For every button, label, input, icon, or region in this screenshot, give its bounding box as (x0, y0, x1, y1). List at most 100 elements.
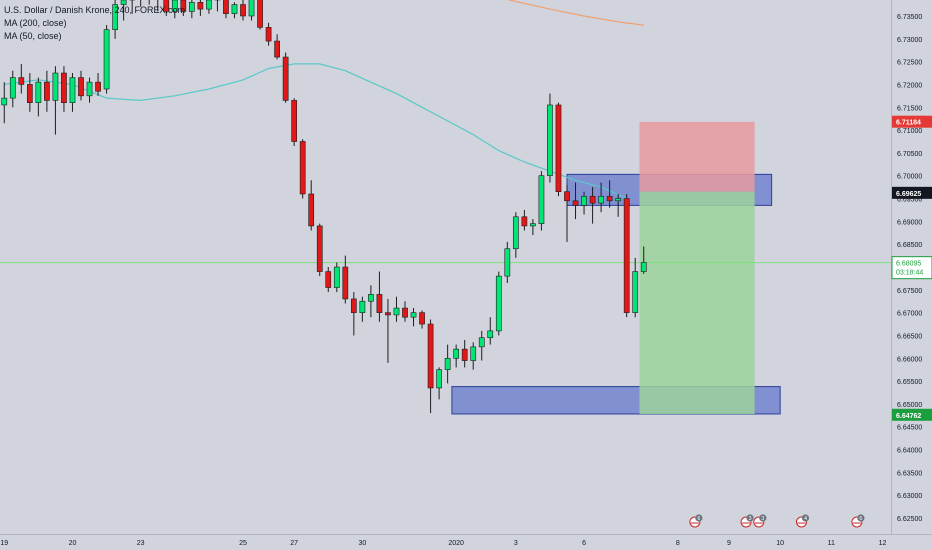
candle[interactable] (504, 241, 511, 283)
candle[interactable] (615, 193, 622, 217)
candle[interactable] (376, 271, 383, 322)
candle[interactable] (444, 344, 451, 384)
candle[interactable] (632, 257, 639, 318)
candle[interactable] (171, 0, 178, 19)
candle[interactable] (478, 330, 485, 361)
candle[interactable] (640, 246, 647, 274)
candle[interactable] (581, 191, 587, 215)
candle[interactable] (316, 223, 323, 277)
candle[interactable] (35, 77, 42, 117)
candle[interactable] (436, 367, 442, 400)
candle[interactable] (538, 171, 545, 231)
candle[interactable] (564, 184, 570, 242)
ma50-line[interactable] (4, 63, 627, 200)
candle[interactable] (274, 34, 280, 60)
candle[interactable] (188, 0, 195, 19)
candle[interactable] (606, 180, 613, 208)
candle[interactable] (359, 296, 366, 322)
time-axis[interactable]: 19 20 23 25 27 30 2020 3 6 8 9 10 11 12 (0, 534, 932, 548)
candle[interactable] (248, 0, 255, 21)
candle[interactable] (342, 255, 349, 304)
candle[interactable] (78, 70, 84, 101)
candle[interactable] (223, 0, 229, 19)
price-tag[interactable]: 6.68095 03:18:44 (891, 256, 932, 280)
bullish-candle-body (581, 195, 587, 206)
candle[interactable] (410, 308, 417, 327)
candle[interactable] (282, 52, 289, 103)
price-tag[interactable]: 6.69625 (892, 186, 932, 199)
candle[interactable] (52, 66, 59, 135)
candle[interactable] (385, 298, 391, 363)
candle[interactable] (18, 63, 25, 94)
candle[interactable] (86, 77, 93, 103)
ma200-line[interactable] (448, 0, 644, 26)
candle[interactable] (495, 271, 502, 336)
candle[interactable] (206, 0, 212, 14)
candle[interactable] (402, 301, 408, 322)
candle[interactable] (120, 0, 127, 21)
candle[interactable] (350, 292, 357, 336)
candle[interactable] (427, 319, 434, 414)
candle[interactable] (547, 93, 553, 183)
candle[interactable] (95, 73, 101, 96)
candle[interactable] (155, 0, 160, 12)
ma50-legend[interactable]: MA (50, close) (4, 31, 62, 41)
candle[interactable] (623, 193, 630, 318)
candle[interactable] (103, 25, 110, 94)
candle[interactable] (163, 0, 170, 16)
price-tick-label: 6.73500 (897, 14, 922, 21)
candle[interactable] (598, 182, 604, 213)
candle[interactable] (512, 212, 519, 258)
candle[interactable] (180, 0, 187, 16)
candle[interactable] (521, 209, 528, 231)
candle[interactable] (453, 344, 460, 368)
candle[interactable] (240, 0, 246, 21)
candle[interactable] (291, 98, 298, 147)
candle[interactable] (333, 262, 340, 293)
candle[interactable] (44, 70, 50, 112)
event-marker[interactable]: 6 (851, 514, 865, 528)
candle[interactable] (299, 139, 306, 199)
event-marker[interactable]: 3 (740, 514, 754, 528)
bearish-candle-body (299, 141, 306, 195)
candle[interactable] (572, 182, 579, 220)
candle[interactable] (393, 296, 400, 322)
candle[interactable] (197, 0, 204, 16)
event-marker[interactable]: 3 (753, 514, 767, 528)
candle[interactable] (138, 0, 143, 7)
candle[interactable] (69, 73, 76, 112)
candle[interactable] (257, 0, 263, 30)
candle[interactable] (308, 180, 315, 231)
ma200-legend[interactable]: MA (200, close) (4, 18, 67, 28)
candle[interactable] (26, 73, 33, 112)
event-marker[interactable]: 4 (795, 514, 810, 528)
candle[interactable] (231, 2, 238, 19)
symbol-title[interactable]: U.S. Dollar / Danish Krone, 240, FOREX.c… (4, 5, 186, 15)
candle[interactable] (589, 187, 596, 224)
price-tag[interactable]: 6.71184 (892, 115, 932, 128)
candle[interactable] (530, 219, 536, 236)
candle[interactable] (129, 0, 136, 14)
candle[interactable] (368, 285, 374, 318)
candle[interactable] (9, 70, 16, 108)
bearish-candle-body (419, 312, 425, 325)
bullish-candle-body (538, 175, 545, 224)
price-tag[interactable]: 6.64762 (892, 408, 932, 421)
candle[interactable] (325, 267, 332, 293)
reward-zone[interactable] (639, 191, 755, 414)
candle[interactable] (265, 22, 272, 46)
candle[interactable] (470, 342, 477, 370)
risk-zone[interactable] (639, 121, 755, 192)
candle[interactable] (147, 0, 152, 5)
candle[interactable] (1, 82, 8, 124)
candle[interactable] (112, 0, 118, 39)
candle[interactable] (419, 310, 425, 329)
candle[interactable] (61, 66, 67, 112)
candle[interactable] (214, 0, 221, 12)
candle[interactable] (487, 317, 494, 345)
price-tick-label: 6.64500 (897, 425, 922, 432)
candle[interactable] (461, 340, 468, 368)
candle[interactable] (555, 102, 562, 197)
event-marker[interactable]: 6 (689, 514, 703, 528)
